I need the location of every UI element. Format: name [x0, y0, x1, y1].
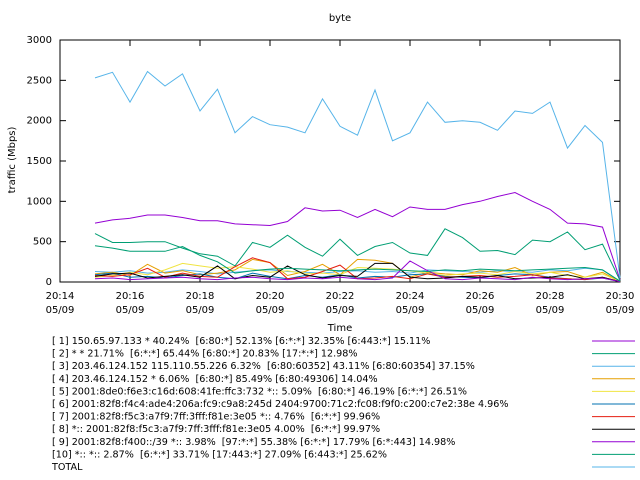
y-tick-label: 1000 [27, 196, 52, 207]
series-line [94, 267, 621, 282]
x-tick-label: 20:30 [606, 291, 635, 302]
x-tick-label: 20:26 [466, 291, 495, 302]
series-line [94, 262, 621, 283]
x-tick-label: 20:16 [116, 291, 145, 302]
y-tick-label: 1500 [27, 156, 52, 167]
legend-label: [ 7] 2001:82f8:f5c3:a7f9:7ff:3fff:f81e:3… [52, 412, 380, 423]
x-tick-date: 05/09 [606, 305, 635, 316]
legend-label: [ 5] 2001:8de0:f6e3:c16d:608:41fe:ffc3:7… [52, 386, 467, 397]
x-tick-label: 20:28 [536, 291, 565, 302]
series-line [94, 191, 621, 280]
x-tick-label: 20:22 [326, 291, 355, 302]
series-line [94, 260, 621, 283]
x-tick-date: 05/09 [46, 305, 75, 316]
legend-label: [ 8] *:: 2001:82f8:f5c3:a7f9:7ff:3fff:f8… [52, 424, 380, 435]
series-line [94, 258, 621, 283]
x-tick-date: 05/09 [116, 305, 145, 316]
x-tick-date: 05/09 [466, 305, 495, 316]
x-tick-date: 05/09 [186, 305, 215, 316]
chart-title: byte [329, 13, 351, 24]
y-axis-label: traffic (Mbps) [7, 126, 18, 193]
x-tick-label: 20:14 [46, 291, 75, 302]
y-tick-label: 500 [33, 237, 52, 248]
x-tick-label: 20:20 [256, 291, 285, 302]
plot-frame [59, 39, 621, 283]
series-line [94, 228, 621, 281]
x-tick-date: 05/09 [396, 305, 425, 316]
legend-label: [ 3] 203.46.124.152 115.110.55.226 6.32%… [52, 361, 475, 372]
y-tick-label: 3000 [27, 35, 52, 46]
y-tick-label: 2500 [27, 75, 52, 86]
series-line [94, 70, 621, 279]
legend-label: [ 2] * * 21.71% [6:*:*] 65.44% [6:80:*] … [52, 349, 358, 360]
x-tick-date: 05/09 [256, 305, 285, 316]
series-line [94, 245, 621, 282]
legend-label: [10] *:: *:: 2.87% [6:*:*] 33.71% [17:44… [52, 449, 387, 460]
x-tick-label: 20:18 [186, 291, 215, 302]
x-tick-label: 20:24 [396, 291, 425, 302]
legend-label: [ 4] 203.46.124.152 * 6.06% [6:80:*] 85.… [52, 374, 378, 385]
y-tick-label: 2000 [27, 116, 52, 127]
y-tick-label: 0 [46, 277, 52, 288]
legend-label: [ 6] 2001:82f8:f4c4:ade4:206a:fc9:c9a8:2… [52, 399, 509, 410]
series-line [94, 262, 621, 283]
legend-label: [ 9] 2001:82f8:f400::/39 *:: 3.98% [97:*… [52, 437, 455, 448]
legend-label: TOTAL [51, 462, 83, 473]
x-axis-label: Time [327, 323, 352, 334]
x-tick-date: 05/09 [326, 305, 355, 316]
legend-label: [ 1] 150.65.97.133 * 40.24% [6:80:*] 52.… [52, 336, 430, 347]
x-tick-date: 05/09 [536, 305, 565, 316]
legend: [ 1] 150.65.97.133 * 40.24% [6:80:*] 52.… [51, 336, 635, 473]
